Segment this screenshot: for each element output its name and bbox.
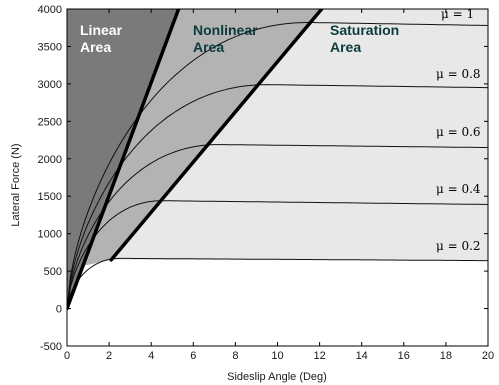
y-tick-label: 0 <box>56 304 62 316</box>
x-tick-label: 16 <box>398 350 410 362</box>
x-tick-label: 8 <box>232 350 238 362</box>
y-tick-label: 3000 <box>38 79 62 91</box>
boundary-line-1 <box>109 9 324 262</box>
series-label-4: μ = 0.2 <box>436 239 481 253</box>
plot-content <box>67 9 488 311</box>
series-line-2 <box>67 144 488 309</box>
series-label-3: μ = 0.4 <box>436 182 481 196</box>
y-tick-label: 1000 <box>38 229 62 241</box>
series-label-1: μ = 0.8 <box>436 67 481 81</box>
x-tick-label: 12 <box>313 350 325 362</box>
x-tick-label: 20 <box>482 350 494 362</box>
x-tick-label: 2 <box>106 350 112 362</box>
x-tick-label: 0 <box>64 350 70 362</box>
x-tick-label: 10 <box>271 350 283 362</box>
series-label-2: μ = 0.6 <box>436 125 481 139</box>
series-line-1 <box>67 84 488 309</box>
x-tick-label: 18 <box>440 350 452 362</box>
x-tick-label: 14 <box>356 350 368 362</box>
region-label-1-line2: Area <box>193 39 224 55</box>
y-tick-label: -500 <box>40 341 62 353</box>
boundary-line-0 <box>67 9 181 311</box>
region-label-1: Nonlinear <box>193 22 258 38</box>
y-tick-label: 1500 <box>38 191 62 203</box>
region-label-2: Saturation <box>330 22 399 38</box>
x-axis-label: Sideslip Angle (Deg) <box>227 371 327 383</box>
y-tick-label: 3500 <box>38 41 62 53</box>
x-tick-label: 4 <box>148 350 154 362</box>
y-tick-label: 2000 <box>38 154 62 166</box>
y-tick-label: 500 <box>44 266 62 278</box>
saturation-region <box>111 9 488 260</box>
y-tick-label: 2500 <box>38 116 62 128</box>
y-axis-label: Lateral Force (N) <box>10 143 22 226</box>
axes: 0 2 4 6 8 10 12 14 16 18 20-5000500100015002000250… <box>38 4 495 362</box>
region-label-2-line2: Area <box>330 39 361 55</box>
region-label-0: Linear <box>80 22 123 38</box>
series-label-0: μ = 1 <box>441 7 474 21</box>
x-tick-label: 6 <box>190 350 196 362</box>
region-label-0-line2: Area <box>80 39 111 55</box>
y-tick-label: 4000 <box>38 4 62 16</box>
series-line-3 <box>67 200 488 309</box>
series-line-4 <box>67 257 488 309</box>
